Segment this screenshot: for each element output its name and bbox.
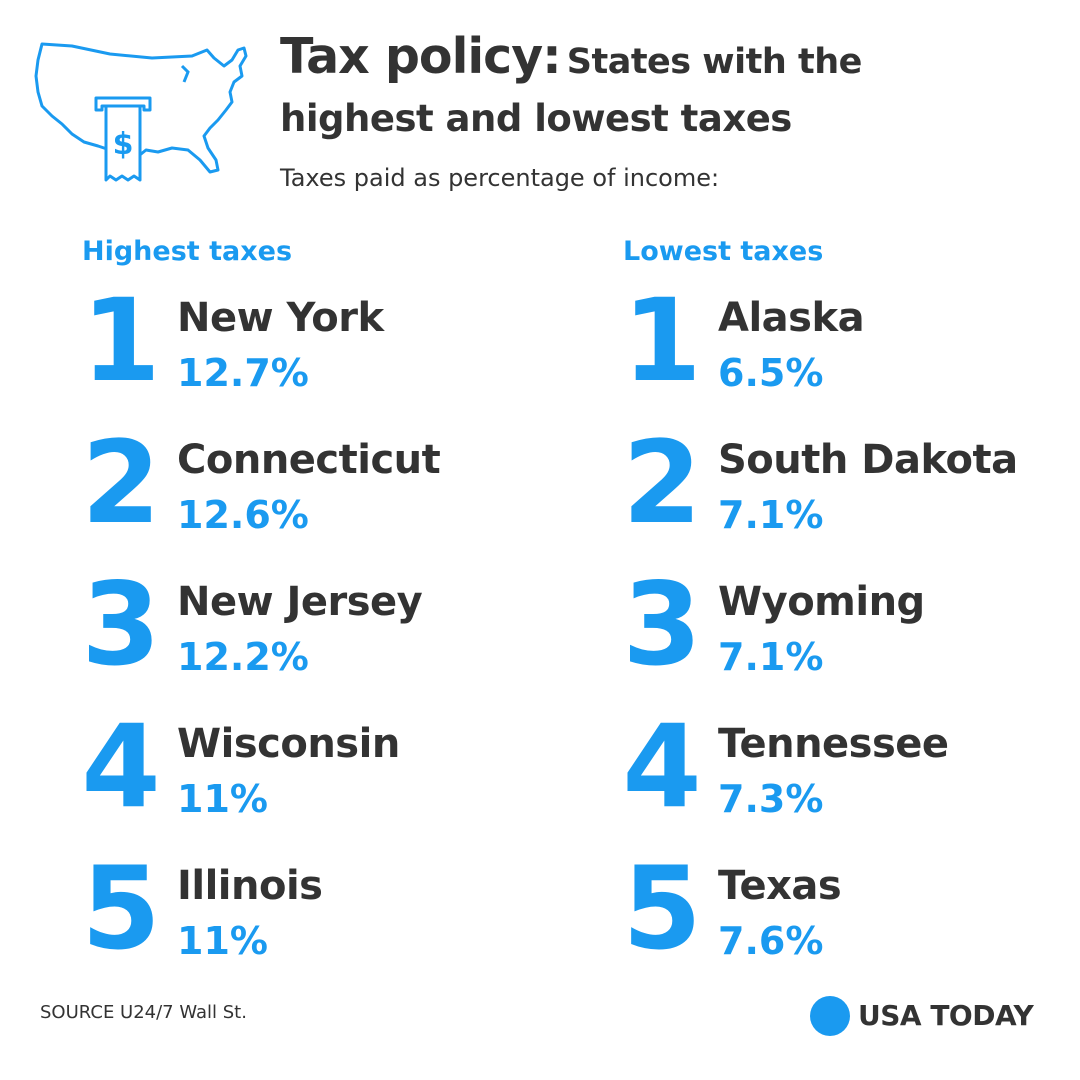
brand-logo: USA TODAY (810, 994, 1034, 1038)
state-name: Illinois (177, 863, 323, 909)
state-name: Wyoming (718, 579, 925, 625)
title-rest-text: States with the (566, 42, 863, 82)
rank-number: 5 (622, 842, 702, 975)
tax-percentage: 7.3% (718, 777, 824, 821)
us-map-tax-receipt-icon: $ (34, 42, 248, 182)
tax-percentage: 12.2% (177, 635, 309, 679)
ranking-row: 1 New York 12.7% (81, 284, 552, 430)
ranking-row: 1 Alaska 6.5% (622, 284, 1080, 430)
tax-percentage: 7.1% (718, 635, 824, 679)
receipt-paper-icon (104, 104, 142, 182)
tax-percentage: 12.6% (177, 493, 309, 537)
state-name: Wisconsin (177, 721, 400, 767)
ranking-row: 2 South Dakota 7.1% (622, 426, 1080, 572)
state-name: Texas (718, 863, 842, 909)
dollar-sign-icon: $ (113, 127, 134, 162)
rank-number: 1 (81, 274, 161, 407)
source-credit: SOURCE U24/7 Wall St. (40, 1002, 247, 1023)
page-title: Tax policy: States with the (280, 32, 1060, 81)
lowest-taxes-column: Lowest taxes 1 Alaska 6.5% 2 South Dakot… (622, 236, 1080, 998)
ranking-row: 2 Connecticut 12.6% (81, 426, 552, 572)
tax-percentage: 7.1% (718, 493, 824, 537)
usa-today-dot-icon (810, 996, 850, 1036)
brand-name: USA TODAY (858, 999, 1034, 1032)
highest-taxes-heading: Highest taxes (82, 236, 293, 267)
us-map-outline-icon (34, 42, 248, 174)
page-subtitle: Taxes paid as percentage of income: (280, 164, 720, 192)
highest-taxes-column: Highest taxes 1 New York 12.7% 2 Connect… (81, 236, 552, 998)
tax-percentage: 11% (177, 919, 268, 963)
receipt-slot-icon (94, 96, 152, 112)
rank-number: 3 (622, 558, 702, 691)
ranking-row: 5 Illinois 11% (81, 852, 552, 998)
tax-percentage: 12.7% (177, 351, 309, 395)
state-name: Tennessee (718, 721, 949, 767)
rank-number: 4 (81, 700, 161, 833)
ranking-row: 4 Wisconsin 11% (81, 710, 552, 856)
ranking-row: 4 Tennessee 7.3% (622, 710, 1080, 856)
rank-number: 5 (81, 842, 161, 975)
lowest-taxes-heading: Lowest taxes (623, 236, 824, 267)
state-name: South Dakota (718, 437, 1018, 483)
ranking-row: 3 New Jersey 12.2% (81, 568, 552, 714)
title-line-two: highest and lowest taxes (280, 97, 792, 140)
state-name: New York (177, 295, 384, 341)
rank-number: 2 (81, 416, 161, 549)
tax-percentage: 11% (177, 777, 268, 821)
tax-percentage: 6.5% (718, 351, 824, 395)
state-name: Connecticut (177, 437, 441, 483)
title-main-text: Tax policy: (280, 28, 562, 85)
state-name: Alaska (718, 295, 865, 341)
rank-number: 1 (622, 274, 702, 407)
rank-number: 3 (81, 558, 161, 691)
tax-percentage: 7.6% (718, 919, 824, 963)
ranking-row: 3 Wyoming 7.1% (622, 568, 1080, 714)
lake-michigan-icon (180, 64, 190, 83)
rank-number: 2 (622, 416, 702, 549)
state-name: New Jersey (177, 579, 423, 625)
rank-number: 4 (622, 700, 702, 833)
ranking-row: 5 Texas 7.6% (622, 852, 1080, 998)
